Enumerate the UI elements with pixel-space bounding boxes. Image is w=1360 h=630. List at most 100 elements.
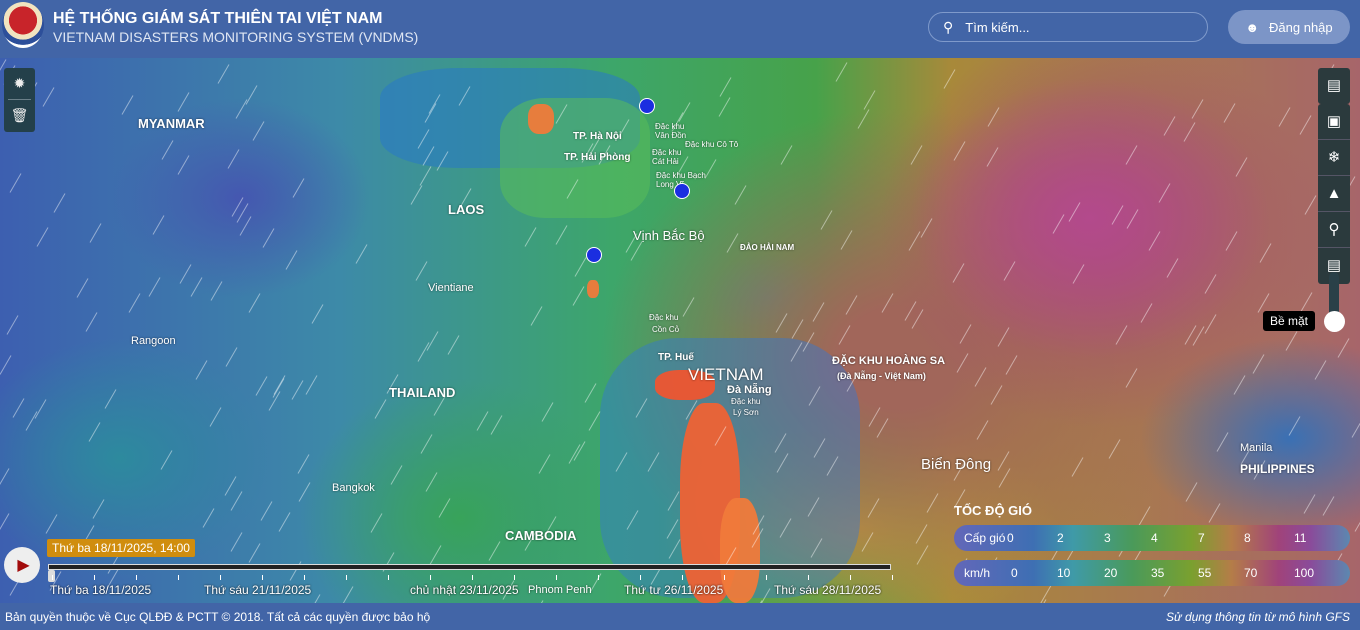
layer-slider-handle[interactable]: [1324, 311, 1345, 332]
wind-station-icon[interactable]: [674, 183, 690, 199]
legend-value: 0: [1011, 566, 1018, 580]
wind-streak: [195, 360, 208, 380]
timeline-date-label[interactable]: Thứ sáu 28/11/2025: [774, 583, 882, 597]
wind-streak: [1314, 360, 1327, 381]
wind-streak: [630, 241, 643, 261]
trash-icon[interactable]: 🗑: [10, 107, 29, 123]
wind-streak: [438, 498, 451, 519]
timeline-date-label[interactable]: Thứ tư 26/11/2025: [624, 583, 724, 597]
map[interactable]: [0, 58, 1360, 603]
wind-streak: [278, 511, 291, 532]
wind-streak: [539, 454, 551, 474]
wind-streak: [104, 389, 117, 409]
wind-streak: [311, 303, 324, 324]
wind-streak: [1259, 242, 1272, 263]
wind-streak: [867, 498, 880, 518]
wind-streak: [1140, 302, 1152, 323]
logo[interactable]: [2, 2, 44, 48]
wind-streak: [285, 250, 297, 270]
wind-station-icon[interactable]: [639, 98, 655, 114]
wind-streak: [6, 315, 19, 335]
island-label: Đặc khu: [731, 397, 761, 406]
wind-streak: [956, 352, 968, 373]
wind-streak: [260, 501, 273, 521]
wind-streak: [904, 300, 917, 321]
timeline-tick: [94, 575, 95, 580]
wind-streak: [239, 216, 252, 236]
wind-scale-legend: Cấp gió 0 2 3 4 7 8 11: [954, 525, 1350, 551]
search-input[interactable]: ⚲ Tìm kiếm...: [928, 12, 1208, 42]
wind-streak: [678, 102, 691, 122]
city-label: Đà Nẵng: [727, 384, 772, 396]
wind-streak: [840, 230, 853, 251]
layers-icon[interactable]: ✹: [13, 75, 26, 91]
timeline-date-label[interactable]: chủ nhật 23/11/2025: [410, 583, 519, 597]
legend-value: 0: [1007, 531, 1014, 545]
wind-streak: [161, 140, 173, 160]
wind-streak: [916, 524, 928, 545]
wind-streak: [530, 306, 543, 326]
login-button[interactable]: ☻ Đăng nhập: [1228, 10, 1350, 44]
wind-streak: [1354, 511, 1360, 532]
timeline-tick: [850, 575, 851, 580]
storm-marker[interactable]: [528, 104, 554, 134]
storm-marker[interactable]: [655, 370, 715, 400]
wind-streak: [952, 262, 964, 283]
wind-streak: [719, 77, 731, 97]
island-label: Cồn Cỏ: [652, 325, 680, 334]
map-pin-icon[interactable]: ▣: [1318, 104, 1350, 140]
timeline-date-label[interactable]: Thứ ba 18/11/2025: [50, 583, 152, 597]
legend-label: km/h: [964, 566, 991, 580]
wind-streak: [987, 107, 1000, 127]
wind-streak: [121, 95, 133, 115]
copyright-text: Bản quyền thuộc về Cục QLĐĐ & PCTT © 201…: [5, 610, 431, 624]
book-icon[interactable]: ▤: [1326, 257, 1342, 274]
wind-streak: [128, 293, 141, 313]
hierarchy-icon[interactable]: ▲: [1318, 176, 1350, 212]
wind-streak: [959, 324, 972, 345]
country-label: CAMBODIA: [505, 528, 577, 543]
city-label: TP. Hà Nội: [573, 131, 622, 142]
wind-streak: [1257, 293, 1270, 313]
wind-streak: [1278, 106, 1291, 127]
wind-streak: [998, 467, 1011, 488]
map-icon[interactable]: ▤: [1326, 77, 1342, 94]
wind-streak: [415, 261, 428, 281]
wind-streak: [1337, 337, 1350, 358]
wind-streak: [1138, 506, 1151, 527]
timeline-handle[interactable]: [48, 570, 55, 582]
wind-streak: [791, 319, 804, 339]
city-label: Phnom Penh: [528, 584, 592, 596]
city-label: Manila: [1240, 442, 1273, 454]
wind-streak: [861, 532, 874, 552]
timeline-track[interactable]: [48, 564, 891, 570]
play-button[interactable]: ▶: [4, 547, 40, 583]
storm-marker[interactable]: [587, 280, 599, 298]
wind-streak: [555, 224, 568, 245]
wind-streak: [876, 418, 889, 438]
wind-streak: [990, 384, 1003, 405]
legend-value: 100: [1294, 566, 1315, 580]
timeline-tick: [430, 575, 431, 580]
storm-marker[interactable]: [720, 498, 760, 603]
timeline-tick: [514, 575, 515, 580]
wind-streak: [85, 312, 98, 333]
left-toolbar: ✹ 🗑: [4, 68, 35, 132]
wind-streak: [916, 545, 928, 565]
wind-streak: [953, 141, 966, 161]
wind-streak: [209, 407, 222, 427]
basemap-button[interactable]: ▤: [1318, 68, 1350, 104]
wind-streak: [1071, 457, 1084, 477]
weather-icon[interactable]: ❄: [1318, 140, 1350, 176]
search-location-icon[interactable]: ⚲: [1318, 212, 1350, 248]
timeline-tick: [304, 575, 305, 580]
wind-station-icon[interactable]: [586, 247, 602, 263]
header: HỆ THỐNG GIÁM SÁT THIÊN TAI VIỆT NAM VIE…: [0, 0, 1360, 58]
wind-streak: [1108, 439, 1121, 460]
layer-slider[interactable]: [1329, 272, 1339, 324]
wind-streak: [217, 64, 230, 84]
wind-streak: [34, 399, 47, 420]
timeline-date-label[interactable]: Thứ sáu 21/11/2025: [204, 583, 312, 597]
city-label: TP. Hải Phòng: [564, 152, 631, 163]
search-placeholder: Tìm kiếm...: [965, 19, 1030, 35]
